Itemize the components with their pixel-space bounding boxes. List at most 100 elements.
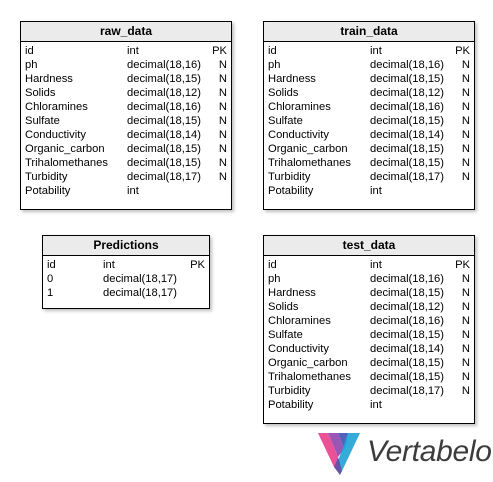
- column-type: decimal(18,14): [127, 129, 201, 141]
- column-flag: N: [218, 59, 227, 71]
- column-flag: N: [461, 143, 470, 155]
- column-flag: N: [461, 171, 470, 183]
- column-flag: N: [461, 329, 470, 341]
- column-type: int: [370, 45, 382, 57]
- column-row[interactable]: Hardness decimal(18,15) N: [268, 72, 470, 86]
- column-type: int: [370, 259, 382, 271]
- column-name: Potability: [268, 399, 314, 411]
- column-name: Potability: [268, 185, 314, 197]
- column-flag: N: [461, 157, 470, 169]
- column-type: int: [370, 399, 382, 411]
- column-type: decimal(18,15): [370, 73, 444, 85]
- column-row[interactable]: Solids decimal(18,12) N: [268, 86, 470, 100]
- column-row[interactable]: Chloramines decimal(18,16) N: [268, 100, 470, 114]
- column-row[interactable]: ph decimal(18,16) N: [268, 272, 470, 286]
- column-flag: N: [461, 315, 470, 327]
- table-predictions[interactable]: Predictions id int PK 0 decimal(18,17) 1 decim…: [42, 235, 210, 309]
- column-row[interactable]: Organic_carbon decimal(18,15) N: [268, 142, 470, 156]
- column-name: ph: [268, 59, 281, 71]
- column-flag: PK: [455, 45, 470, 57]
- column-flag: N: [461, 287, 470, 299]
- column-name: Organic_carbon: [268, 357, 348, 369]
- column-flag: N: [461, 343, 470, 355]
- column-row[interactable]: Trihalomethanes decimal(18,15) N: [268, 156, 470, 170]
- column-flag: N: [461, 115, 470, 127]
- table-title: test_data: [264, 236, 474, 256]
- column-type: decimal(18,12): [370, 301, 444, 313]
- column-row[interactable]: Sulfate decimal(18,15) N: [268, 328, 470, 342]
- table-train-data[interactable]: train_data id int PK ph decimal(18,16) N Hardn…: [263, 21, 475, 210]
- column-row[interactable]: id int PK: [25, 44, 227, 58]
- column-row[interactable]: ph decimal(18,16) N: [268, 58, 470, 72]
- column-row[interactable]: id int PK: [268, 258, 470, 272]
- column-row[interactable]: Turbidity decimal(18,17) N: [268, 170, 470, 184]
- column-name: Trihalomethanes: [268, 371, 351, 383]
- column-type: decimal(18,15): [370, 115, 444, 127]
- column-name: Turbidity: [268, 171, 311, 183]
- column-row[interactable]: Organic_carbon decimal(18,15) N: [268, 356, 470, 370]
- column-name: Conductivity: [268, 129, 329, 141]
- column-type: int: [103, 259, 115, 271]
- table-test-data[interactable]: test_data id int PK ph decimal(18,16) N Hardne…: [263, 235, 475, 424]
- column-flag: PK: [190, 259, 205, 271]
- table-columns: id int PK ph decimal(18,16) N Hardness decimal(…: [264, 42, 474, 202]
- column-type: int: [370, 185, 382, 197]
- column-name: Chloramines: [25, 101, 88, 113]
- column-type: decimal(18,14): [370, 343, 444, 355]
- column-row[interactable]: Chloramines decimal(18,16) N: [25, 100, 227, 114]
- column-flag: PK: [455, 259, 470, 271]
- column-name: Organic_carbon: [268, 143, 348, 155]
- column-row[interactable]: 0 decimal(18,17): [47, 272, 205, 286]
- column-row[interactable]: ph decimal(18,16) N: [25, 58, 227, 72]
- column-row[interactable]: id int PK: [268, 44, 470, 58]
- column-row[interactable]: Sulfate decimal(18,15) N: [268, 114, 470, 128]
- column-type: decimal(18,15): [370, 329, 444, 341]
- column-name: Solids: [268, 301, 299, 313]
- column-row[interactable]: Solids decimal(18,12) N: [25, 86, 227, 100]
- column-row[interactable]: id int PK: [47, 258, 205, 272]
- column-row[interactable]: Turbidity decimal(18,17) N: [25, 170, 227, 184]
- column-flag: N: [461, 301, 470, 313]
- column-type: decimal(18,16): [127, 59, 201, 71]
- column-row[interactable]: Conductivity decimal(18,14) N: [268, 128, 470, 142]
- table-columns: id int PK ph decimal(18,16) N Hardness decimal(…: [21, 42, 231, 202]
- column-type: decimal(18,15): [127, 73, 201, 85]
- column-row[interactable]: Potability int: [268, 398, 470, 412]
- column-row[interactable]: Sulfate decimal(18,15) N: [25, 114, 227, 128]
- column-row[interactable]: Turbidity decimal(18,17) N: [268, 384, 470, 398]
- column-name: 0: [47, 273, 54, 285]
- column-type: decimal(18,15): [370, 287, 444, 299]
- column-type: decimal(18,15): [127, 115, 201, 127]
- column-flag: N: [218, 129, 227, 141]
- column-name: Solids: [268, 87, 299, 99]
- column-name: Hardness: [268, 287, 316, 299]
- column-row[interactable]: Hardness decimal(18,15) N: [268, 286, 470, 300]
- column-flag: N: [461, 101, 470, 113]
- column-row[interactable]: Trihalomethanes decimal(18,15) N: [268, 370, 470, 384]
- column-flag: N: [218, 73, 227, 85]
- logo-text: Vertabelo: [367, 435, 492, 468]
- table-title: raw_data: [21, 22, 231, 42]
- column-name: Trihalomethanes: [268, 157, 351, 169]
- column-name: Turbidity: [268, 385, 311, 397]
- column-flag: N: [218, 115, 227, 127]
- column-row[interactable]: Conductivity decimal(18,14) N: [268, 342, 470, 356]
- column-type: decimal(18,17): [127, 171, 201, 183]
- table-raw-data[interactable]: raw_data id int PK ph decimal(18,16) N Hardnes…: [20, 21, 232, 210]
- column-row[interactable]: Potability int: [268, 184, 470, 198]
- column-row[interactable]: Solids decimal(18,12) N: [268, 300, 470, 314]
- column-row[interactable]: Hardness decimal(18,15) N: [25, 72, 227, 86]
- column-type: decimal(18,15): [370, 371, 444, 383]
- column-flag: PK: [212, 45, 227, 57]
- table-title: train_data: [264, 22, 474, 42]
- column-row[interactable]: Trihalomethanes decimal(18,15) N: [25, 156, 227, 170]
- column-row[interactable]: Chloramines decimal(18,16) N: [268, 314, 470, 328]
- column-name: id: [47, 259, 56, 271]
- column-row[interactable]: 1 decimal(18,17): [47, 286, 205, 300]
- column-flag: N: [218, 171, 227, 183]
- column-type: decimal(18,17): [103, 287, 177, 299]
- column-row[interactable]: Organic_carbon decimal(18,15) N: [25, 142, 227, 156]
- column-row[interactable]: Potability int: [25, 184, 227, 198]
- column-type: decimal(18,14): [370, 129, 444, 141]
- column-row[interactable]: Conductivity decimal(18,14) N: [25, 128, 227, 142]
